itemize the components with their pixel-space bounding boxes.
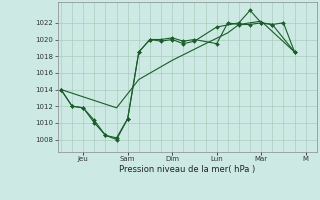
- X-axis label: Pression niveau de la mer( hPa ): Pression niveau de la mer( hPa ): [119, 165, 255, 174]
